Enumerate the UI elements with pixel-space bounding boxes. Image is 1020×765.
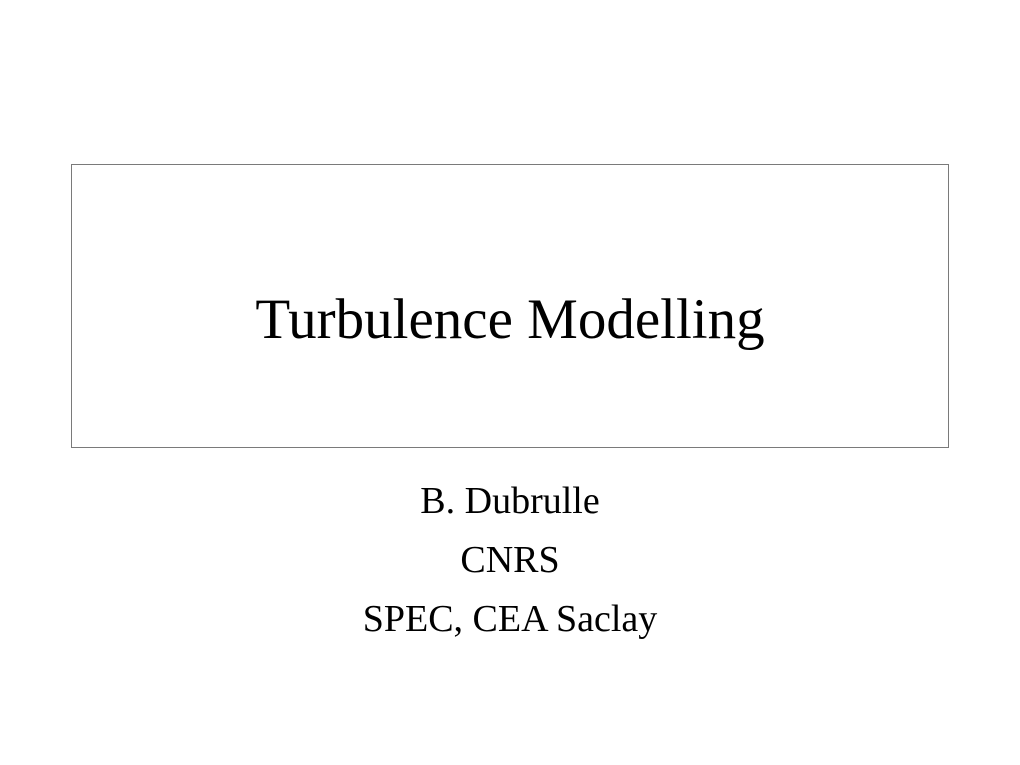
affiliation-2: SPEC, CEA Saclay xyxy=(0,590,1020,649)
affiliation-1: CNRS xyxy=(0,531,1020,590)
author-name: B. Dubrulle xyxy=(0,472,1020,531)
author-block: B. Dubrulle CNRS SPEC, CEA Saclay xyxy=(0,472,1020,649)
title-container: Turbulence Modelling xyxy=(71,164,949,448)
slide-title: Turbulence Modelling xyxy=(255,287,764,352)
